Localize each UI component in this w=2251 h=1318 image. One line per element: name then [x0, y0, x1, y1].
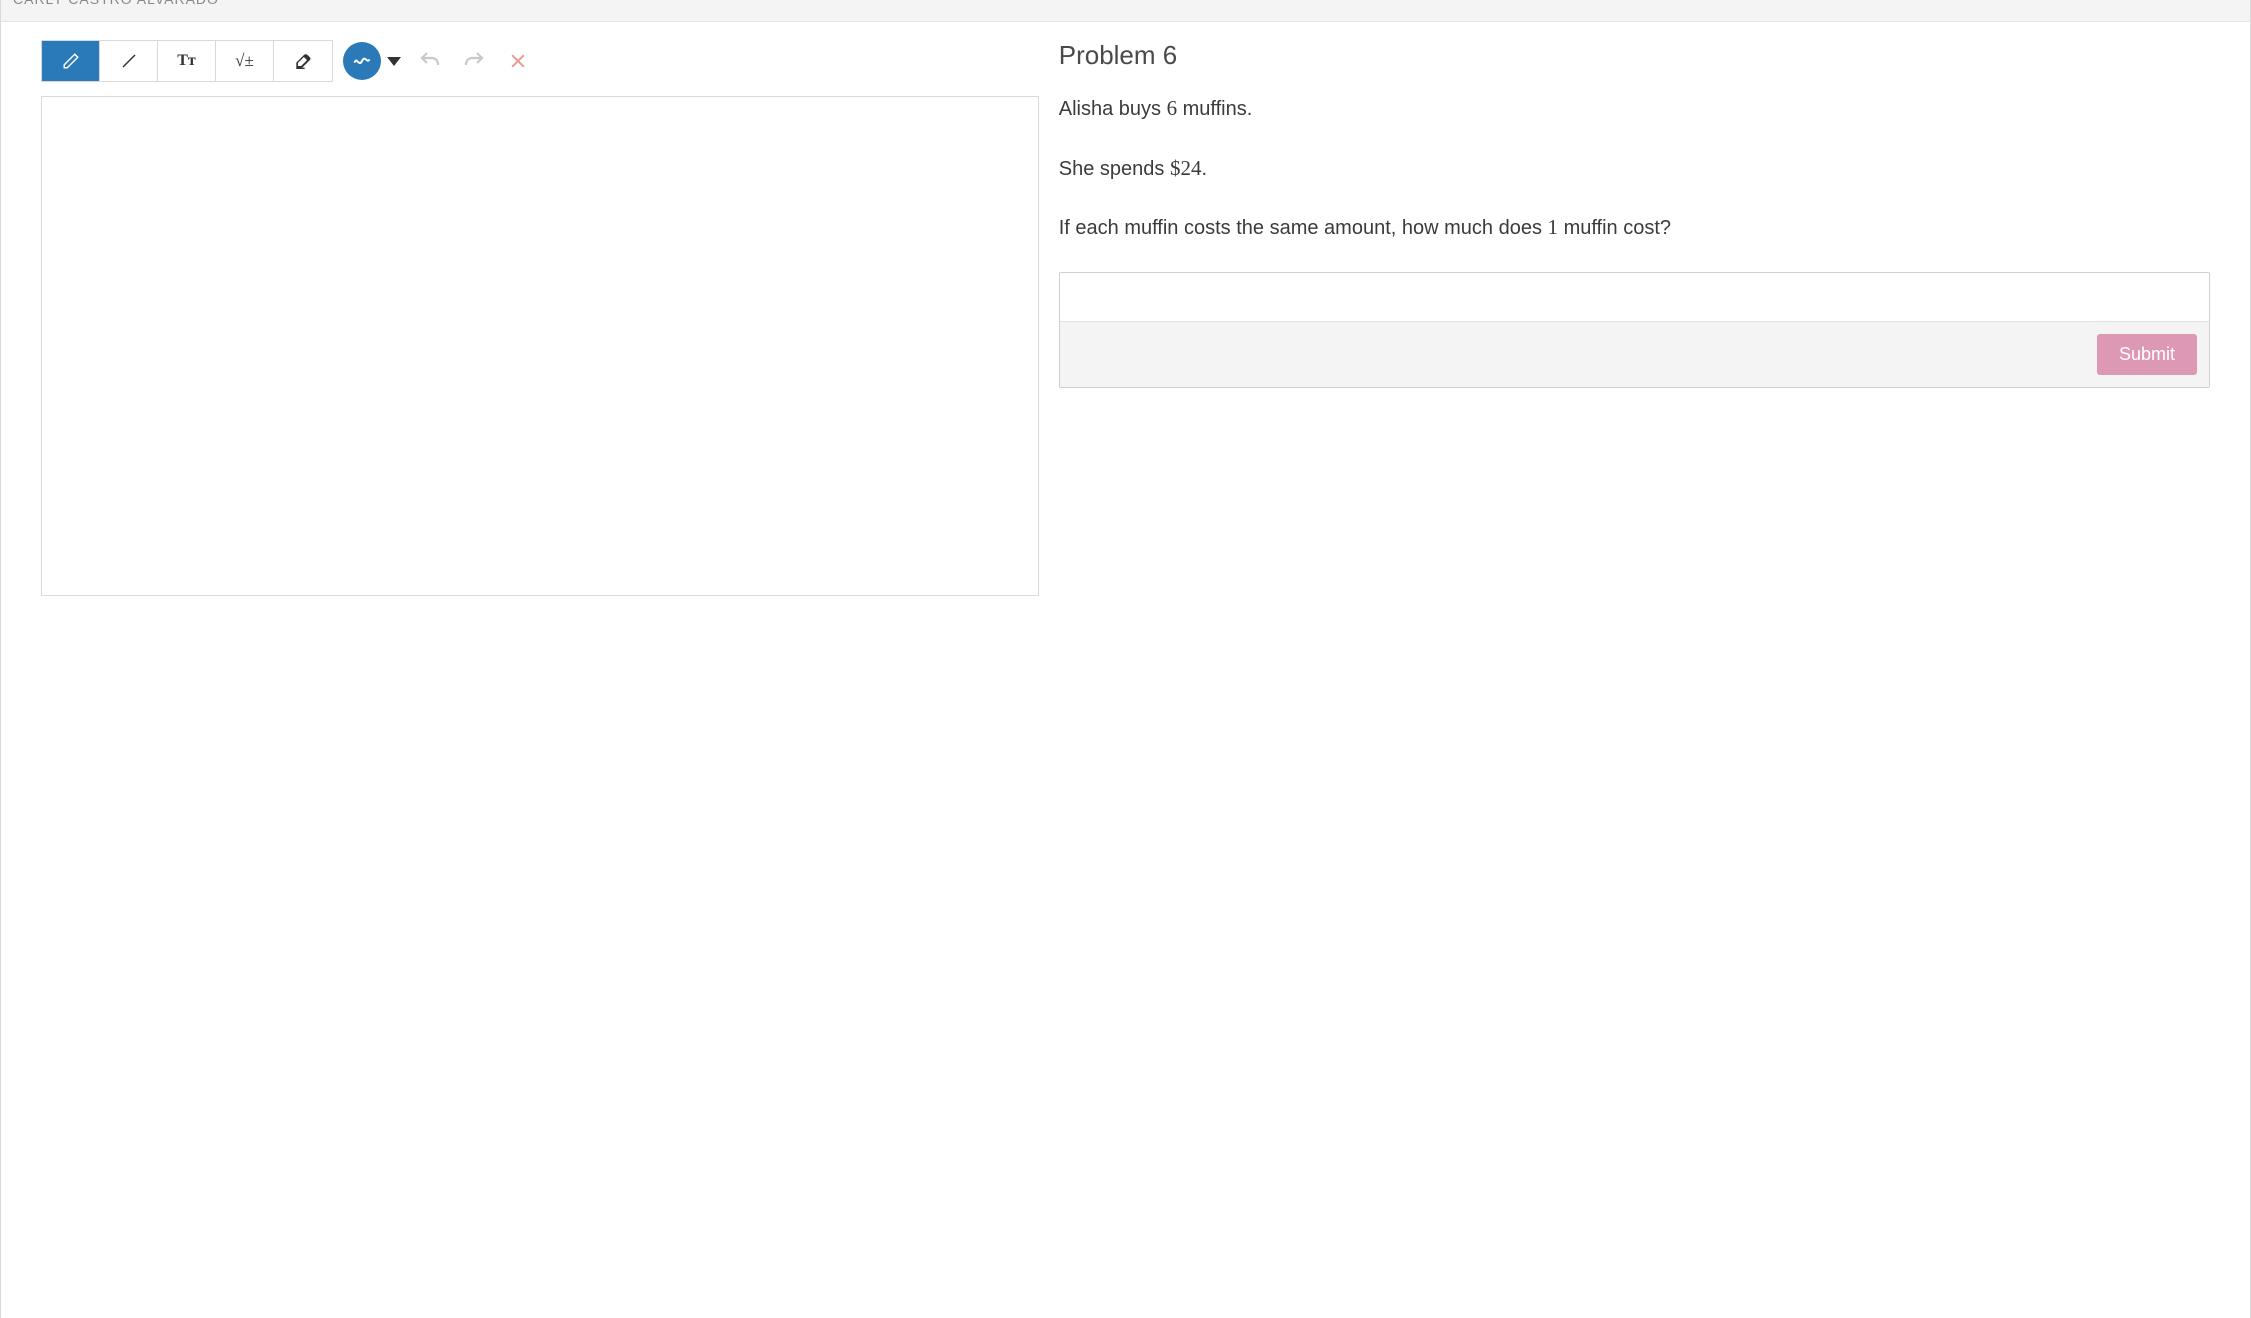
line-tool-button[interactable]	[100, 41, 158, 81]
squiggle-icon	[352, 51, 372, 71]
freehand-draw-button[interactable]	[343, 42, 381, 80]
submit-button[interactable]: Submit	[2097, 334, 2197, 375]
line-icon	[120, 52, 138, 70]
math-tool-button[interactable]: √±	[216, 41, 274, 81]
top-bar: CARLY CASTRO ALVARADO	[1, 0, 2250, 22]
redo-button[interactable]	[459, 46, 489, 76]
math-tool-icon: √±	[235, 51, 254, 71]
page: CARLY CASTRO ALVARADO	[0, 0, 2251, 1318]
draw-options-dropdown[interactable]	[387, 57, 401, 66]
problem-line-1: Alisha buys 6 muffins.	[1059, 93, 2210, 125]
drawing-canvas[interactable]	[41, 96, 1039, 596]
tool-group: Tт √±	[41, 40, 333, 82]
problem-title: Problem 6	[1059, 40, 2210, 71]
problem-panel: Problem 6 Alisha buys 6 muffins. She spe…	[1059, 40, 2210, 596]
answer-footer: Submit	[1060, 321, 2209, 387]
answer-box: Submit	[1059, 272, 2210, 388]
answer-input-wrap	[1060, 273, 2209, 321]
student-name: CARLY CASTRO ALVARADO	[13, 0, 219, 7]
problem-line-3: If each muffin costs the same amount, ho…	[1059, 212, 2210, 244]
drawing-toolbar: Tт √±	[41, 40, 1039, 82]
eraser-icon	[293, 51, 313, 71]
text-tool-icon: Tт	[177, 52, 196, 70]
close-icon	[508, 51, 528, 71]
redo-icon	[462, 49, 486, 73]
undo-button[interactable]	[415, 46, 445, 76]
eraser-tool-button[interactable]	[274, 41, 332, 81]
pencil-icon	[62, 52, 80, 70]
undo-icon	[418, 49, 442, 73]
pencil-tool-button[interactable]	[42, 41, 100, 81]
problem-line-2: She spends $24.	[1059, 153, 2210, 185]
problem-body: Alisha buys 6 muffins. She spends $24. I…	[1059, 93, 2210, 388]
text-tool-button[interactable]: Tт	[158, 41, 216, 81]
answer-input[interactable]	[1060, 273, 2209, 321]
clear-button[interactable]	[503, 46, 533, 76]
content-area: Tт √±	[1, 22, 2250, 636]
work-area: Tт √±	[41, 40, 1039, 596]
